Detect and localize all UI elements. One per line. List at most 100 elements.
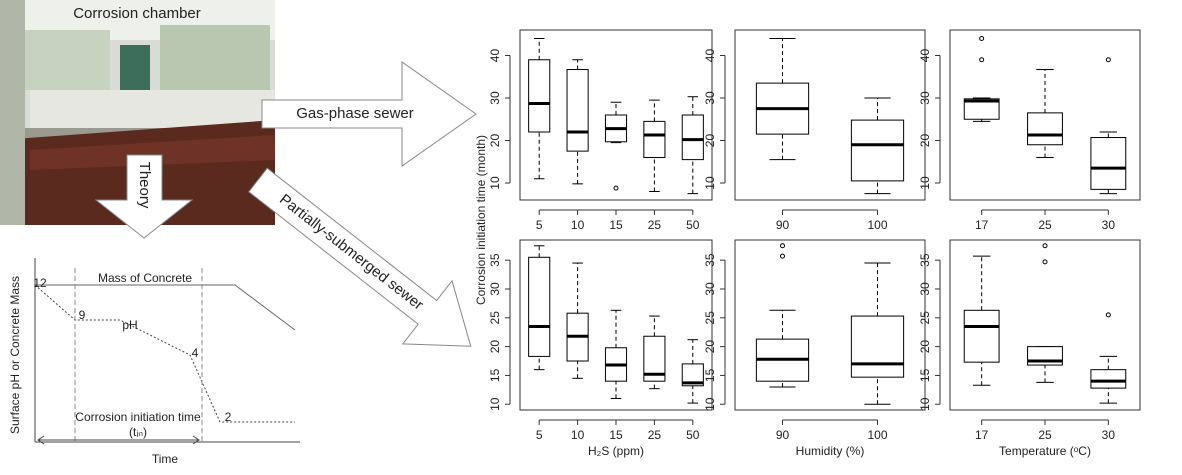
panel-frame <box>734 239 926 411</box>
x-tick-label: 17 <box>975 218 989 232</box>
x-tick-label: 10 <box>571 428 585 442</box>
arrow: Partially-submerged sewer <box>248 167 472 347</box>
x-tick-label: 100 <box>867 428 887 442</box>
panel-frame <box>734 29 926 201</box>
x-tick-label: 50 <box>686 428 700 442</box>
y-axis-label: Corrosion initiation time (month) <box>474 135 488 305</box>
box <box>850 315 905 378</box>
panel-frame <box>949 29 1141 201</box>
y-tick-label: 30 <box>703 91 717 105</box>
x-tick-label: 50 <box>686 218 700 232</box>
y-tick-label: 40 <box>703 49 717 63</box>
label: Mass of Concrete <box>98 271 192 285</box>
box <box>643 335 666 382</box>
label: 12 <box>33 276 47 290</box>
theory-diagram <box>34 258 300 445</box>
y-tick-label: 10 <box>488 397 502 411</box>
y-tick-label: 15 <box>918 368 932 382</box>
y-tick-label: 20 <box>488 340 502 354</box>
box <box>1090 369 1127 389</box>
label: (tᵢₙ) <box>129 425 147 439</box>
x-tick-label: 25 <box>648 218 662 232</box>
label: 9 <box>79 308 86 322</box>
y-tick-label: 20 <box>918 134 932 148</box>
y-tick-label: 35 <box>918 253 932 267</box>
arrow-label: Partially-submerged sewer <box>276 191 426 314</box>
y-tick-label: 20 <box>703 134 717 148</box>
panel-frame <box>519 29 713 201</box>
arrow <box>261 61 477 167</box>
y-tick-label: 40 <box>488 49 502 63</box>
photo-title: Corrosion chamber <box>73 5 201 22</box>
x-tick-label: 100 <box>867 218 887 232</box>
y-tick-label: 30 <box>488 91 502 105</box>
x-tick-label: 25 <box>1038 218 1052 232</box>
y-tick-label: 20 <box>918 340 932 354</box>
y-tick-label: 35 <box>488 253 502 267</box>
x-tick-label: 25 <box>648 428 662 442</box>
y-tick-label: 10 <box>488 176 502 190</box>
x-tick-label: 90 <box>776 218 790 232</box>
y-tick-label: 25 <box>488 311 502 325</box>
y-tick-label: 35 <box>703 253 717 267</box>
y-tick-label: 30 <box>918 91 932 105</box>
box <box>1090 137 1127 190</box>
y-tick-label: 40 <box>918 49 932 63</box>
y-tick-label: 10 <box>918 397 932 411</box>
y-tick-label: 10 <box>918 176 932 190</box>
x-tick-label: 30 <box>1102 218 1116 232</box>
x-tick-label: 90 <box>776 428 790 442</box>
box <box>681 114 704 161</box>
outlier <box>1105 312 1111 318</box>
label: 4 <box>192 346 199 360</box>
outlier <box>613 185 619 191</box>
y-tick-label: 10 <box>703 176 717 190</box>
box <box>963 98 1000 120</box>
x-tick-label: 5 <box>536 428 543 442</box>
panel-frame <box>519 239 713 411</box>
box <box>681 363 704 387</box>
x-tick-label: 10 <box>571 218 585 232</box>
y-tick-label: 15 <box>488 368 502 382</box>
y-tick-label: 30 <box>918 282 932 296</box>
x-tick-label: 25 <box>1038 428 1052 442</box>
y-tick-label: 30 <box>488 282 502 296</box>
x-label: Time <box>152 452 179 466</box>
outlier <box>1042 243 1048 249</box>
label: Corrosion initiation time <box>75 410 201 424</box>
x-tick-label: 5 <box>536 218 543 232</box>
x-axis-label: Humidity (%) <box>796 444 865 458</box>
x-tick-label: 15 <box>609 428 623 442</box>
box <box>850 119 905 182</box>
y-tick-label: 10 <box>703 397 717 411</box>
x-tick-label: 15 <box>609 218 623 232</box>
y-tick-label: 20 <box>703 340 717 354</box>
outlier <box>979 36 985 41</box>
x-tick-label: 17 <box>975 428 989 442</box>
y-label: Surface pH or Concrete Mass <box>8 276 22 434</box>
photo <box>0 0 275 225</box>
x-axis-label: H₂S (ppm) <box>588 444 644 458</box>
y-tick-label: 15 <box>703 368 717 382</box>
box <box>528 256 551 357</box>
y-tick-label: 25 <box>703 311 717 325</box>
box <box>1027 112 1063 146</box>
x-tick-label: 30 <box>1102 428 1116 442</box>
label: 2 <box>225 410 232 424</box>
box <box>963 309 1000 363</box>
outlier <box>979 57 985 63</box>
y-tick-label: 30 <box>703 282 717 296</box>
arrow-label: Gas-phase sewer <box>296 105 414 122</box>
outlier <box>780 253 785 259</box>
label: pH <box>122 318 137 332</box>
arrow <box>94 154 194 239</box>
box <box>566 69 589 152</box>
outlier <box>780 243 785 249</box>
y-tick-label: 20 <box>488 134 502 148</box>
y-tick-label: 25 <box>918 311 932 325</box>
box <box>643 120 666 158</box>
x-axis-label: Temperature (ᵒC) <box>999 444 1091 458</box>
panel-frame <box>949 239 1141 411</box>
box <box>528 59 551 133</box>
